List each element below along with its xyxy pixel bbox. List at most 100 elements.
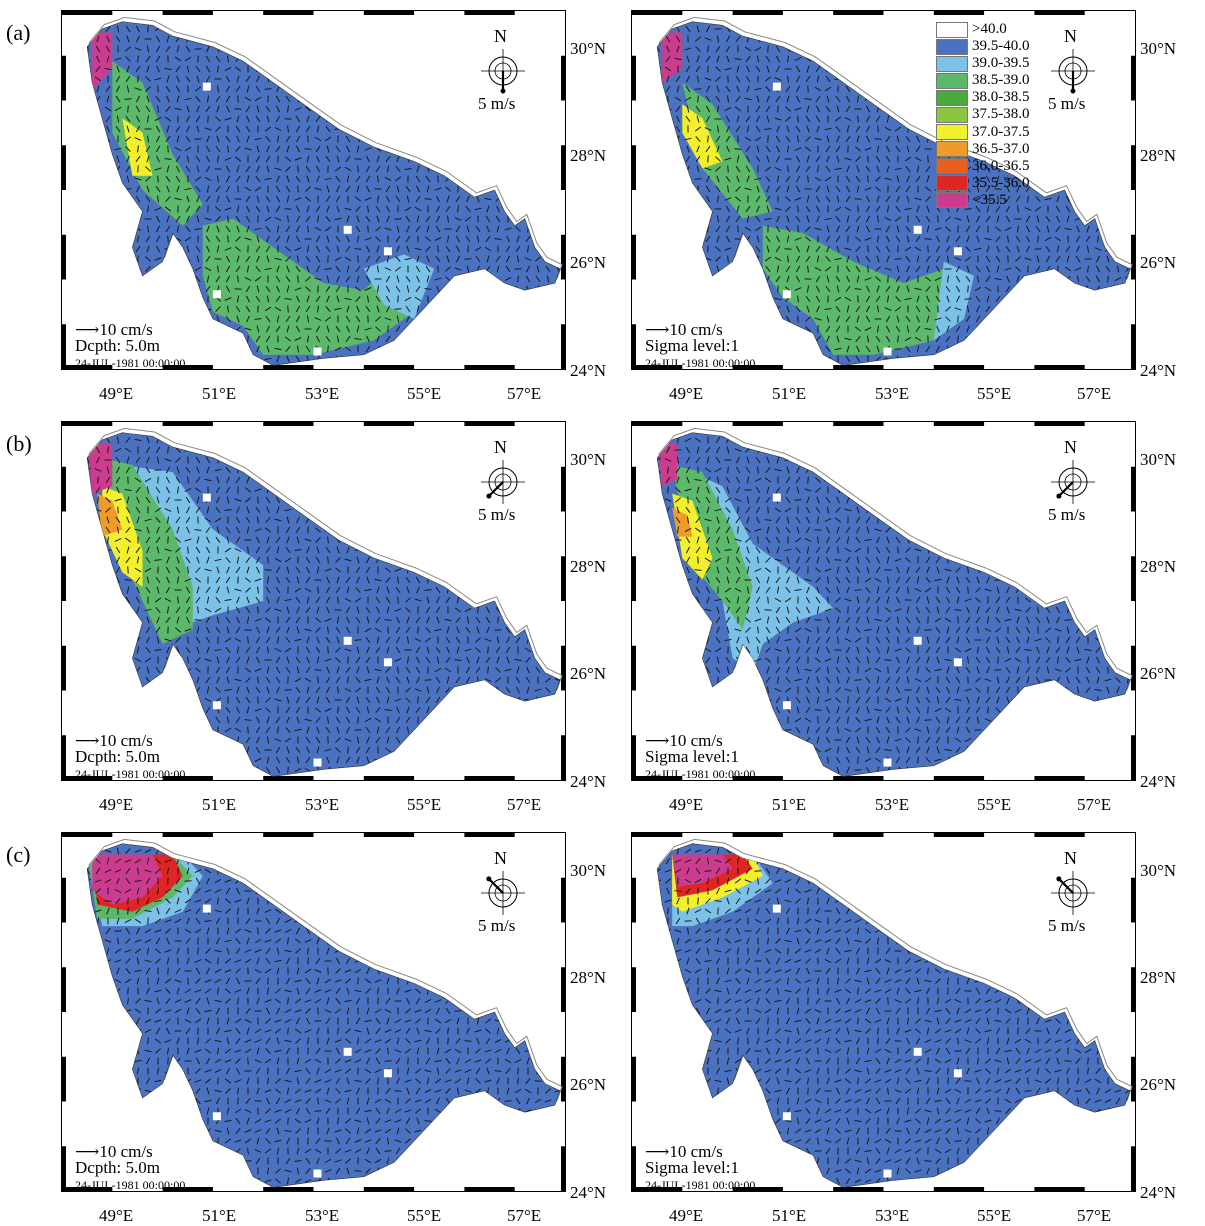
current-vector [348,657,349,664]
current-vector [176,266,180,272]
current-vector [77,206,79,213]
island [954,247,962,255]
current-vector [166,677,170,683]
current-vector [415,458,421,461]
current-vector [295,460,302,461]
current-vector [365,499,372,500]
current-vector [446,296,450,302]
current-vector [76,507,79,513]
current-vector [647,46,649,53]
current-vector [1065,318,1072,319]
current-vector [188,547,189,554]
current-vector [515,528,521,532]
current-vector [85,258,91,261]
current-vector [807,16,809,23]
current-vector [485,459,492,461]
current-vector [537,56,540,62]
current-vector [1116,216,1120,222]
current-vector [1067,16,1069,23]
current-vector [505,138,512,140]
current-vector [515,359,522,360]
current-vector [1017,296,1018,303]
current-vector [396,497,400,503]
current-vector [496,166,500,172]
current-vector [68,16,69,23]
current-vector [238,487,239,494]
current-vector [476,487,480,493]
current-vector [495,149,502,150]
current-vector [86,497,90,503]
frame-tick [561,735,565,780]
current-vector [158,286,159,293]
current-vector [196,296,200,302]
current-vector [126,236,130,241]
current-vector [516,547,520,553]
current-vector [535,77,541,81]
current-vector [216,326,220,332]
current-vector [1107,46,1110,52]
current-vector [485,18,492,20]
current-vector [468,547,469,554]
current-vector [286,46,290,52]
current-vector [407,16,409,23]
current-vector [276,56,280,62]
current-vector [86,176,90,182]
current-vector [156,427,161,432]
current-vector [477,587,478,594]
current-vector [1047,76,1050,82]
current-vector [485,549,492,551]
current-vector [128,567,129,574]
current-vector [555,17,561,20]
current-vector [1076,146,1079,152]
current-vector [65,228,72,230]
current-vector [656,166,660,172]
current-vector [848,56,849,63]
current-vector [655,248,661,251]
current-vector [437,336,438,343]
current-vector [975,338,982,340]
current-vector [1086,146,1090,152]
current-vector [1056,346,1060,352]
current-vector [1106,327,1111,332]
current-vector [278,66,279,73]
current-vector [537,356,539,363]
current-vector [328,647,329,654]
current-vector [1046,356,1050,362]
current-vector [485,157,491,161]
current-vector [266,427,271,432]
current-vector [77,296,79,303]
current-vector [326,497,329,503]
current-vector [706,296,710,302]
current-vector [366,126,370,132]
current-vector [456,136,460,142]
current-vector [118,687,119,694]
current-vector [1037,126,1039,133]
current-vector [555,197,561,201]
current-vector [86,186,89,192]
current-vector [66,246,69,252]
current-vector [697,256,699,263]
current-vector [526,86,530,92]
x-tick-label: 53°E [875,384,909,404]
current-vector [965,347,970,351]
current-vector [806,26,810,32]
current-vector [555,629,561,632]
current-vector [1115,148,1122,150]
current-vector [1086,56,1090,62]
current-vector [346,527,349,533]
current-vector [696,196,700,202]
current-vector [176,306,180,312]
current-vector [168,326,169,333]
current-vector [436,116,439,122]
current-vector [416,477,419,483]
current-vector [388,236,389,243]
current-vector [1105,199,1112,200]
current-vector [215,349,222,350]
current-vector [1126,26,1130,32]
current-vector [76,497,80,503]
current-vector [85,648,91,652]
current-vector [447,56,448,63]
current-vector [528,527,529,534]
current-vector [116,667,119,673]
current-vector [106,206,110,212]
